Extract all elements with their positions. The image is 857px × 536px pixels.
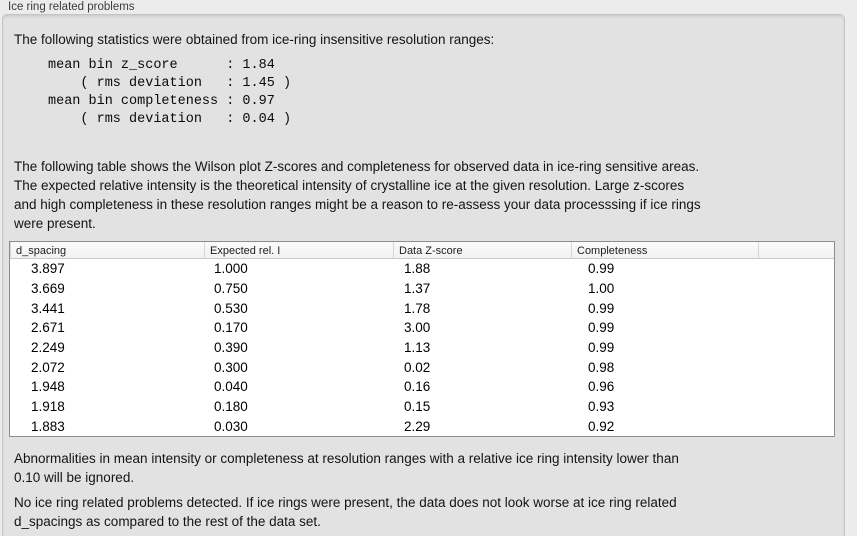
table-cell: 0.750 bbox=[214, 281, 248, 296]
table-cell: 1.00 bbox=[588, 281, 615, 296]
table-row[interactable]: 1.948 0.040 0.16 0.96 bbox=[10, 377, 834, 397]
table-cell: 3.00 bbox=[404, 320, 431, 336]
table-cell: 1.948 bbox=[31, 379, 65, 395]
table-cell-filler bbox=[758, 298, 834, 318]
table-cell: 1.000 bbox=[214, 261, 248, 277]
table-cell: 0.93 bbox=[588, 399, 615, 415]
table-cell: 0.180 bbox=[214, 399, 248, 415]
table-cell-filler bbox=[758, 259, 834, 279]
table-cell: 1.37 bbox=[404, 281, 431, 296]
column-header-completeness[interactable]: Completeness bbox=[571, 242, 758, 258]
table-cell: 0.99 bbox=[588, 300, 615, 316]
table-cell: 2.29 bbox=[404, 418, 431, 434]
stats-block: mean bin z_score : 1.84 ( rms deviation … bbox=[48, 58, 292, 127]
table-cell: 0.15 bbox=[404, 399, 431, 415]
table-cell: 3.441 bbox=[31, 300, 65, 316]
table-cell: 0.98 bbox=[588, 359, 615, 375]
table-cell: 3.669 bbox=[31, 281, 65, 296]
table-cell: 3.897 bbox=[31, 261, 65, 277]
table-cell: 0.530 bbox=[214, 300, 248, 316]
table-cell: 2.249 bbox=[31, 340, 65, 356]
table-cell-filler bbox=[758, 338, 834, 358]
column-header-filler bbox=[758, 242, 834, 258]
intro-text: The following statistics were obtained f… bbox=[14, 32, 495, 47]
panel-title: Ice ring related problems bbox=[8, 1, 135, 13]
table-header: d_spacing Expected rel. I Data Z-score Comp… bbox=[10, 242, 834, 259]
table-cell: 0.16 bbox=[404, 379, 431, 395]
ignore-note: Abnormalities in mean intensity or compl… bbox=[14, 451, 679, 485]
table-cell-filler bbox=[758, 279, 834, 299]
table-cell-filler bbox=[758, 377, 834, 397]
ice-ring-table: d_spacing Expected rel. I Data Z-score Comp… bbox=[9, 241, 835, 437]
table-cell: 0.170 bbox=[214, 320, 248, 336]
table-cell: 0.040 bbox=[214, 379, 248, 395]
wilson-description: The following table shows the Wilson plo… bbox=[14, 159, 701, 231]
table-cell: 2.671 bbox=[31, 320, 65, 336]
table-cell: 0.99 bbox=[588, 320, 615, 336]
table-row[interactable]: 2.072 0.300 0.02 0.98 bbox=[10, 357, 834, 377]
table-cell: 0.300 bbox=[214, 359, 248, 375]
table-cell-filler bbox=[758, 397, 834, 417]
table-cell: 0.030 bbox=[214, 418, 248, 434]
table-cell: 1.88 bbox=[404, 261, 431, 277]
column-header-expected-rel-i[interactable]: Expected rel. I bbox=[204, 242, 393, 258]
table-row[interactable]: 2.671 0.170 3.00 0.99 bbox=[10, 318, 834, 338]
table-cell: 1.13 bbox=[404, 340, 431, 356]
table-cell: 1.883 bbox=[31, 418, 65, 434]
table-cell-filler bbox=[758, 318, 834, 338]
table-cell: 0.96 bbox=[588, 379, 615, 395]
table-cell-filler bbox=[758, 416, 834, 436]
conclusion-text: No ice ring related problems detected. I… bbox=[14, 495, 677, 529]
table-cell: 2.072 bbox=[31, 359, 65, 375]
table-row[interactable]: 3.897 1.000 1.88 0.99 bbox=[10, 259, 834, 279]
table-row[interactable]: 3.669 0.750 1.37 1.00 bbox=[10, 279, 834, 299]
table-cell-filler bbox=[758, 357, 834, 377]
ice-ring-groupbox: The following statistics were obtained f… bbox=[2, 14, 845, 536]
table-cell: 0.390 bbox=[214, 340, 248, 356]
table-cell: 0.99 bbox=[588, 261, 615, 277]
column-header-data-z-score[interactable]: Data Z-score bbox=[393, 242, 571, 258]
table-row[interactable]: 1.883 0.030 2.29 0.92 bbox=[10, 416, 834, 436]
table-cell: 1.78 bbox=[404, 300, 431, 316]
table-cell: 0.02 bbox=[404, 359, 431, 375]
table-body: 3.897 1.000 1.88 0.99 3.669 0.750 1.37 1.00 3.44… bbox=[10, 259, 834, 436]
table-cell: 0.92 bbox=[588, 418, 615, 434]
table-row[interactable]: 2.249 0.390 1.13 0.99 bbox=[10, 338, 834, 358]
table-cell: 0.99 bbox=[588, 340, 615, 356]
table-cell: 1.918 bbox=[31, 399, 65, 415]
column-header-d-spacing[interactable]: d_spacing bbox=[10, 242, 204, 258]
table-row[interactable]: 3.441 0.530 1.78 0.99 bbox=[10, 298, 834, 318]
table-row[interactable]: 1.918 0.180 0.15 0.93 bbox=[10, 397, 834, 417]
